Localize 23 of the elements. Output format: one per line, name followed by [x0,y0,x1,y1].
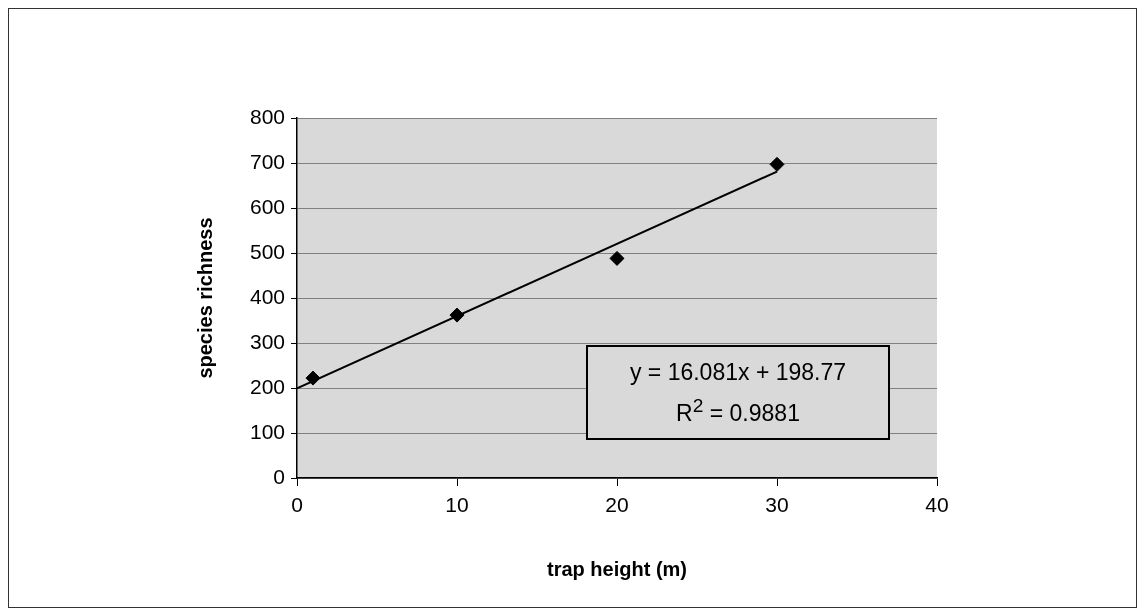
y-axis-title: species richness [193,217,216,379]
y-tick-label: 200 [249,374,285,398]
y-tick-label: 700 [249,149,285,173]
annotation: y = 16.081x + 198.77 [628,358,848,387]
point [609,250,625,266]
x-tick-label: 40 [925,493,949,517]
x-tick-label: 30 [765,493,789,517]
point [449,307,465,323]
y-tick-label: 100 [249,419,285,443]
point [305,370,321,386]
y-tick-label: 0 [273,464,285,488]
x-tick-label: 0 [291,493,303,517]
x-tick-label: 20 [605,493,629,517]
y-tick-label: 400 [249,284,285,308]
annotation: R$^{2}$ = 0.9881 [675,394,801,428]
x-axis-title: trap height (m) [547,557,687,580]
point [769,156,785,172]
y-tick-label: 800 [249,104,285,128]
text-box: y = 16.081x + 198.77 R$^{2}$ = 0.9881 [586,345,890,440]
y-tick-label: 500 [249,239,285,263]
y-tick-label: 600 [249,194,285,218]
y-tick-label: 300 [249,329,285,353]
x-tick-label: 10 [445,493,469,517]
